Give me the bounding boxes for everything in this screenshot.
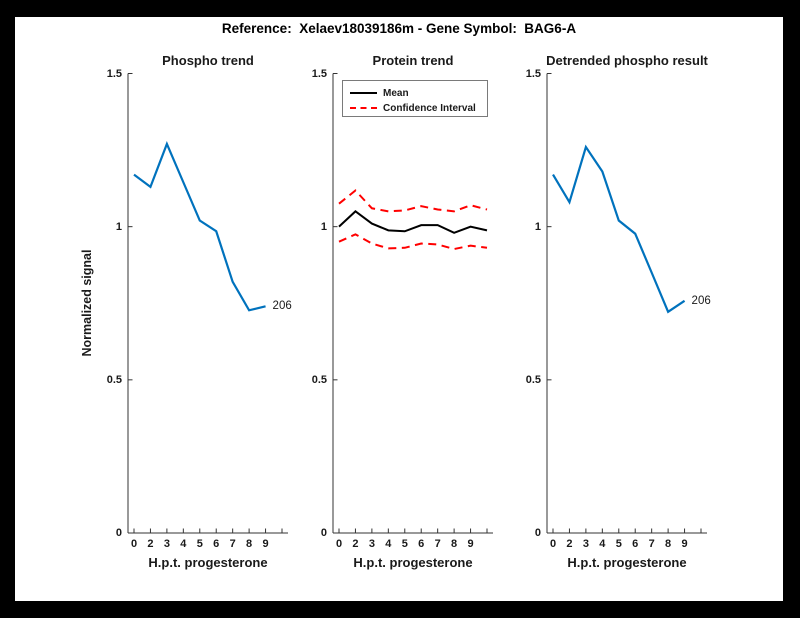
subplot1-xlabel: H.p.t. progesterone xyxy=(148,555,268,570)
subplot3-title: Detrended phospho result xyxy=(546,53,708,68)
x-tick-label: 9 xyxy=(681,538,688,550)
y-tick-label: 1 xyxy=(320,220,327,233)
subplot2-title: Protein trend xyxy=(372,53,454,68)
legend-row-ci: Confidence Interval xyxy=(350,101,480,115)
subplot2-xlabel: H.p.t. progesterone xyxy=(353,555,473,570)
x-tick-label: 7 xyxy=(648,538,655,550)
x-tick-label: 6 xyxy=(632,538,639,550)
x-tick-label: 4 xyxy=(180,538,187,550)
y-tick-label: 0 xyxy=(115,527,122,539)
subplot1-title: Phospho trend xyxy=(162,53,254,68)
legend-row-mean: Mean xyxy=(350,86,480,100)
x-tick-label: 5 xyxy=(401,538,408,550)
x-tick-label: 2 xyxy=(566,538,573,550)
y-tick-label: 1 xyxy=(534,220,541,233)
x-tick-label: 7 xyxy=(434,538,441,550)
legend-label-mean: Mean xyxy=(383,87,409,99)
x-tick-label: 8 xyxy=(665,538,672,550)
x-tick-label: 5 xyxy=(615,538,622,550)
x-tick-label: 2 xyxy=(147,538,154,550)
y-tick-label: 0.5 xyxy=(311,373,327,386)
x-tick-label: 6 xyxy=(213,538,220,550)
subplot3-xlabel: H.p.t. progesterone xyxy=(567,555,687,570)
endpoint-label: 206 xyxy=(691,294,711,307)
x-tick-label: 5 xyxy=(196,538,203,550)
detrended-phospho-signal-line xyxy=(552,144,686,314)
endpoint-label: 206 xyxy=(272,300,292,313)
legend-label-ci: Confidence Interval xyxy=(383,102,476,114)
y-tick-label: 0.5 xyxy=(106,373,122,386)
x-tick-label: 4 xyxy=(599,538,606,550)
x-tick-label: 6 xyxy=(418,538,425,550)
x-tick-label: 9 xyxy=(467,538,474,550)
plots-svg xyxy=(127,73,707,534)
y-tick-label: 1.5 xyxy=(311,67,327,80)
mean-line-sample-icon xyxy=(350,92,377,94)
figure-canvas: Reference: Xelaev18039186m - Gene Symbol… xyxy=(15,17,783,601)
y-tick-label: 1.5 xyxy=(525,67,541,80)
confidence-interval-upper-line xyxy=(338,189,488,213)
legend-box: Mean Confidence Interval xyxy=(342,80,488,117)
y-tick-label: 0 xyxy=(320,527,327,539)
x-tick-label: 3 xyxy=(582,538,589,550)
ci-line-sample-icon xyxy=(350,107,377,109)
x-tick-label: 2 xyxy=(352,538,359,550)
x-tick-label: 4 xyxy=(385,538,392,550)
x-tick-label: 9 xyxy=(262,538,269,550)
phospho-signal-line xyxy=(133,141,266,312)
y-tick-label: 0 xyxy=(534,527,541,539)
mean-line xyxy=(338,210,488,234)
x-tick-label: 7 xyxy=(229,538,236,550)
x-tick-label: 0 xyxy=(549,538,557,550)
x-tick-label: 0 xyxy=(335,538,343,550)
x-tick-label: 0 xyxy=(130,538,138,550)
x-tick-label: 8 xyxy=(451,538,458,550)
x-tick-label: 8 xyxy=(246,538,253,550)
y-tick-label: 1 xyxy=(115,220,122,233)
figure-title: Reference: Xelaev18039186m - Gene Symbol… xyxy=(221,21,577,36)
x-tick-label: 3 xyxy=(368,538,375,550)
confidence-interval-lower-line xyxy=(338,233,488,251)
x-tick-label: 3 xyxy=(163,538,170,550)
y-tick-label: 1.5 xyxy=(106,67,122,80)
y-tick-label: 0.5 xyxy=(525,373,541,386)
